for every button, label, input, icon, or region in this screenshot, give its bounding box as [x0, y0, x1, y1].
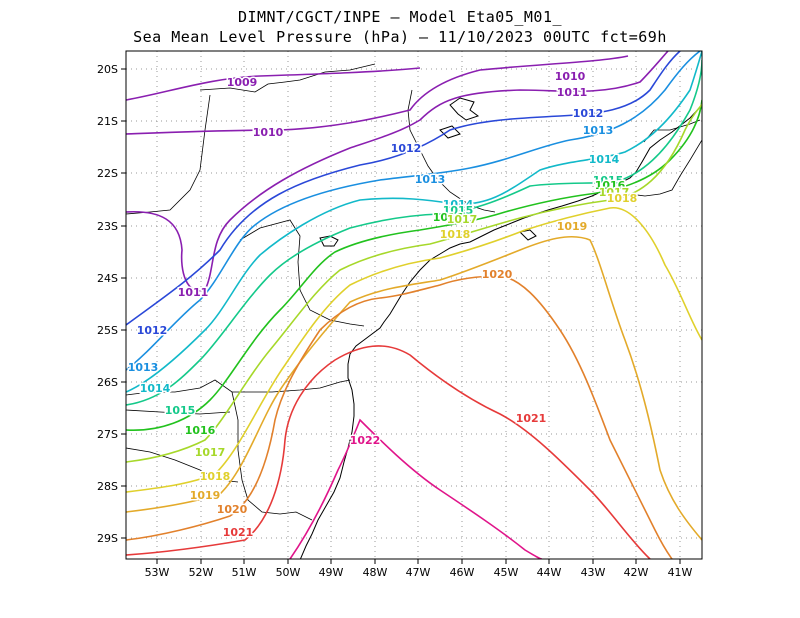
- isobar-label: 1017: [195, 446, 226, 459]
- lat-label: 28S: [97, 480, 118, 493]
- lat-label: 22S: [97, 167, 118, 180]
- isobar-1016: [126, 99, 702, 431]
- isobar-1015: [126, 59, 702, 406]
- isobar-label: 1010: [253, 126, 284, 139]
- isobar-label: 1021: [223, 526, 254, 539]
- lon-label: 53W: [145, 566, 170, 579]
- border: [126, 447, 239, 483]
- isobar-label: 1016: [433, 211, 464, 224]
- isobar-label: 1010: [555, 70, 586, 83]
- lon-label: 51W: [232, 566, 257, 579]
- isobar-label: 1016: [185, 424, 216, 437]
- isobar-label: 1011: [557, 86, 588, 99]
- isobar-label: 1013: [128, 361, 159, 374]
- lon-label: 47W: [406, 566, 431, 579]
- isobar-label: 1020: [217, 503, 248, 516]
- isobar-label: 1022: [350, 434, 381, 447]
- isobar-label: 1012: [137, 324, 168, 337]
- isobar-1018: [126, 207, 702, 493]
- lon-label: 48W: [363, 566, 388, 579]
- isobar-label: 1016: [595, 179, 626, 192]
- border: [629, 139, 702, 197]
- isobar-contours: [126, 51, 702, 559]
- isobar-label: 1017: [599, 186, 630, 199]
- lat-label: 27S: [97, 428, 118, 441]
- lat-label: 29S: [97, 532, 118, 545]
- lat-label: 20S: [97, 63, 118, 76]
- border: [643, 119, 701, 143]
- isobar-labels: 1009 1010 1010 1011 1011 1012 1012 1012 1013 1013…: [126, 69, 639, 541]
- border: [199, 63, 376, 93]
- map-title-line1: DIMNT/CGCT/INPE — Model Eta05_M01_: [237, 8, 563, 26]
- lat-label: 23S: [97, 220, 118, 233]
- isobar-1011: [126, 51, 669, 292]
- island: [319, 235, 339, 247]
- isobar-label: 1017: [447, 213, 478, 226]
- lat-label: 25S: [97, 324, 118, 337]
- isobar-1019: [126, 236, 702, 541]
- isobar-1009: [126, 67, 421, 101]
- border: [231, 391, 313, 521]
- isobar-label: 1011: [178, 286, 209, 299]
- isobar-1020: [126, 275, 673, 559]
- isobar-label: 1009: [227, 76, 258, 89]
- lat-label: 21S: [97, 115, 118, 128]
- island: [518, 229, 537, 241]
- lat-label: 24S: [97, 272, 118, 285]
- isobar-label: 1015: [593, 174, 624, 187]
- isobar-1017: [126, 103, 702, 463]
- isobar-label: 1021: [516, 412, 547, 425]
- border: [126, 409, 231, 415]
- map-frame: [125, 50, 703, 560]
- isobar-1012: [126, 51, 681, 326]
- isobar-label: 1012: [573, 107, 604, 120]
- isobar-label: 1014: [443, 198, 474, 211]
- lon-label: 49W: [319, 566, 344, 579]
- isobar-label: 1014: [140, 382, 171, 395]
- isobar-label: 1012: [391, 142, 422, 155]
- isobar-label: 1013: [583, 124, 614, 137]
- isobar-label: 1013: [415, 173, 446, 186]
- isobar-label: 1018: [200, 470, 231, 483]
- lat-lon-grid: [126, 51, 702, 559]
- border: [126, 94, 211, 215]
- isobar-label: 1019: [557, 220, 588, 233]
- isobar-1014: [126, 51, 702, 393]
- lon-label: 46W: [450, 566, 475, 579]
- lon-label: 44W: [537, 566, 562, 579]
- isobar-1013: [126, 51, 701, 371]
- lon-label: 43W: [581, 566, 606, 579]
- isobar-label: 1018: [440, 228, 471, 241]
- isobar-label: 1018: [607, 192, 638, 205]
- lat-label: 26S: [97, 376, 118, 389]
- isobar-label: 1015: [165, 404, 196, 417]
- map-title-line2: Sea Mean Level Pressure (hPa) — 11/10/20…: [133, 28, 667, 46]
- lon-label: 42W: [624, 566, 649, 579]
- lon-label: 52W: [189, 566, 214, 579]
- isobar-label: 1020: [482, 268, 513, 281]
- axis-labels: 53W 52W 51W 50W 49W 48W 47W 46W 45W 44W 43W 42W 41W 2…: [97, 63, 693, 579]
- isobar-label: 1015: [443, 204, 474, 217]
- isobar-1010: [126, 55, 629, 135]
- lon-label: 41W: [668, 566, 693, 579]
- lake: [439, 125, 461, 139]
- lon-label: 45W: [494, 566, 519, 579]
- isobar-label: 1019: [190, 489, 221, 502]
- coastline: [299, 104, 702, 559]
- isobar-label: 1014: [589, 153, 620, 166]
- lake: [449, 97, 480, 121]
- isobar-1021: [126, 345, 651, 559]
- lon-label: 50W: [276, 566, 301, 579]
- isobar-1022: [289, 418, 543, 559]
- border: [239, 219, 365, 327]
